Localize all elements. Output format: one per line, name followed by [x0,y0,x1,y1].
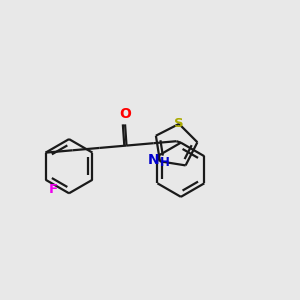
Text: O: O [119,106,131,121]
Text: H: H [160,156,170,169]
Text: F: F [49,183,58,196]
Text: N: N [148,153,159,166]
Text: S: S [174,117,184,130]
